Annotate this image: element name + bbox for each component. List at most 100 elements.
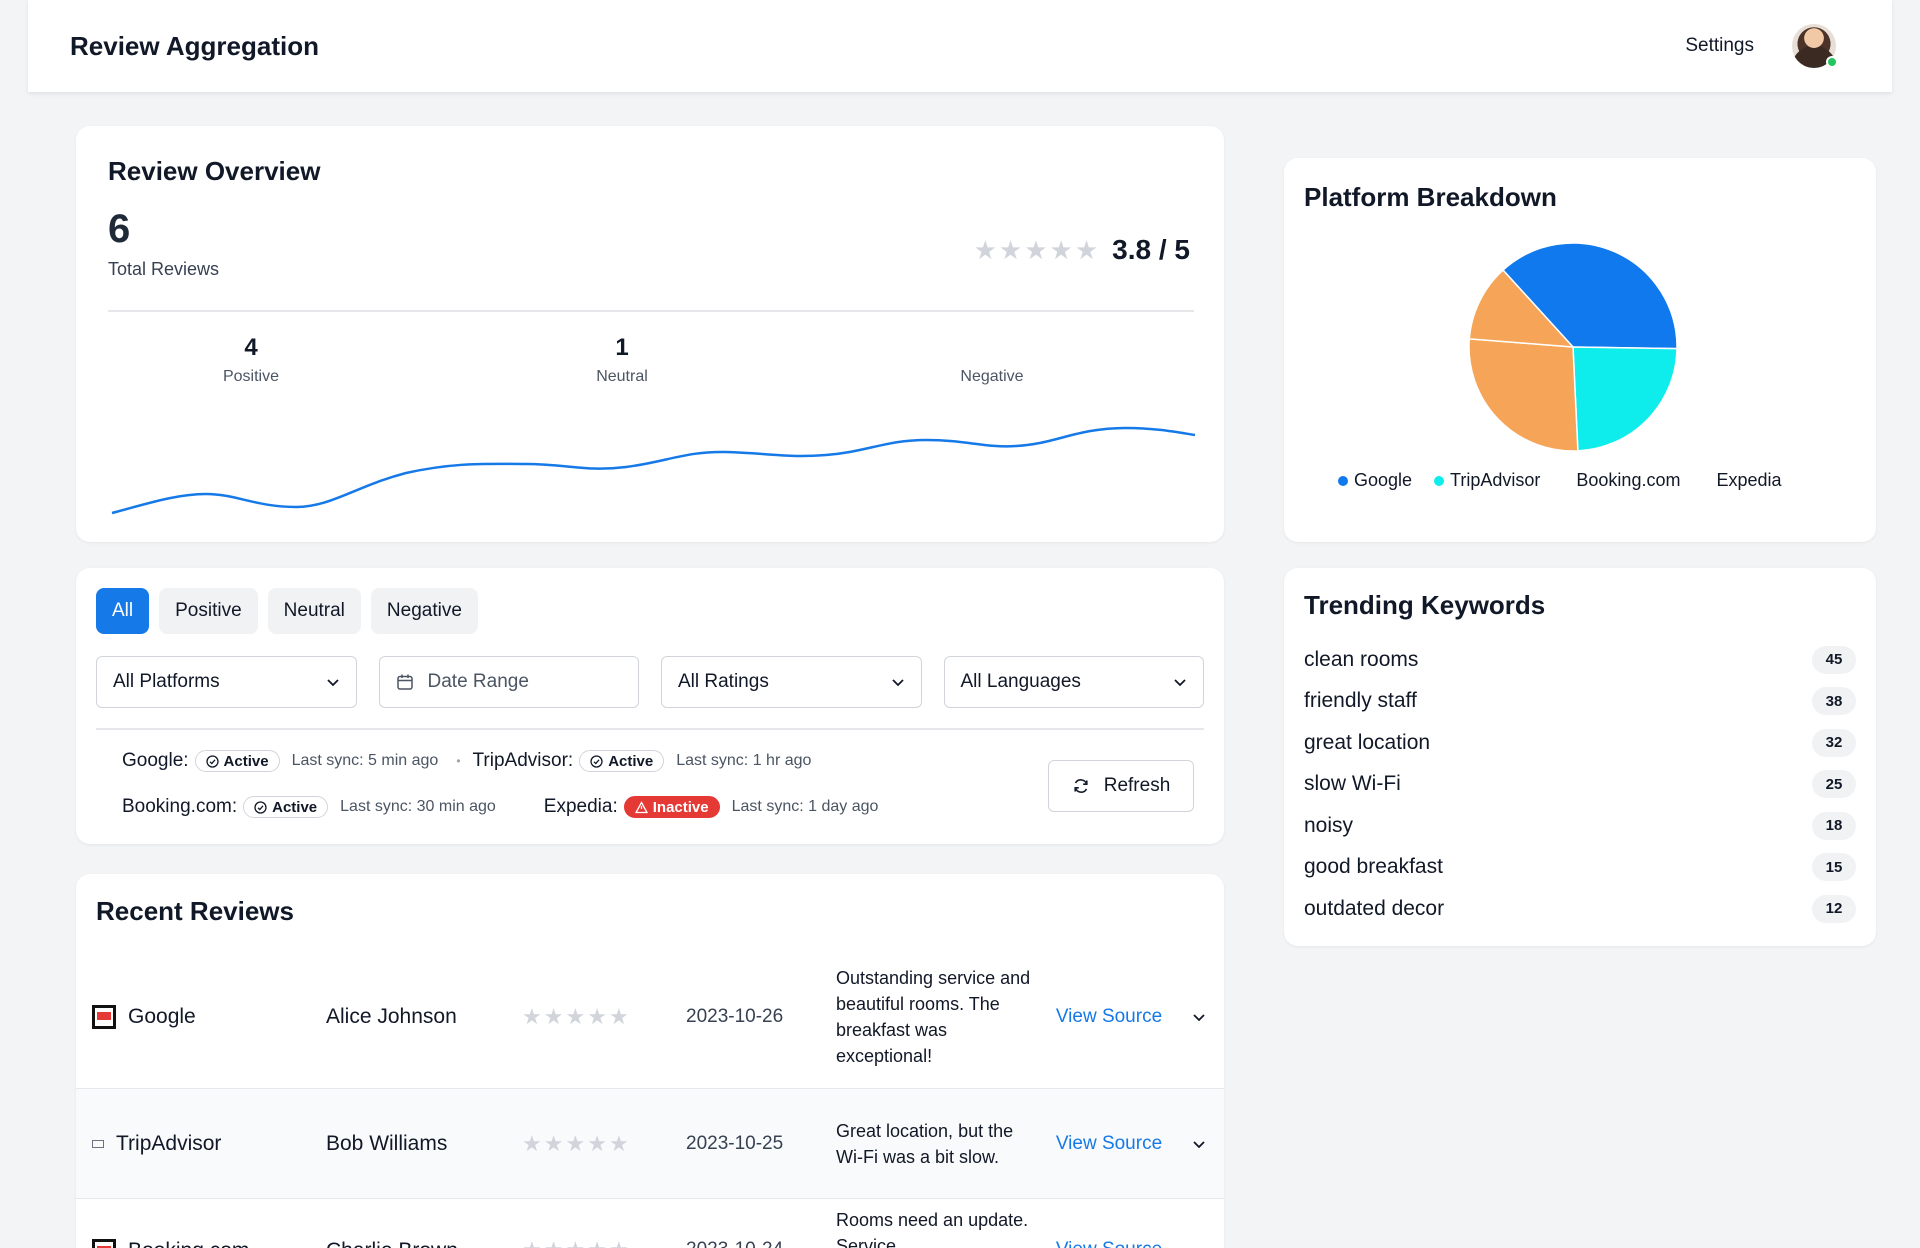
star-icon: ★ [608,1130,629,1156]
rating-select[interactable]: All Ratings [661,656,922,708]
platform-name: Google [128,1004,196,1028]
table-row[interactable]: TripAdvisor Bob Williams ★ ★ ★ ★ ★ 2023-10-2… [76,1089,1224,1199]
keyword-label: great location [1304,730,1431,754]
keyword-label: good breakfast [1304,855,1443,879]
total-reviews-value: 6 [108,207,131,251]
date-range-picker[interactable]: Date Range [378,656,639,708]
star-icon: ★ [1024,235,1048,265]
status-badge: Active [243,796,329,818]
star-icon: ★ [543,1130,564,1156]
platform-name: TripAdvisor [116,1131,222,1155]
platform-breakdown-title: Platform Breakdown [1304,182,1557,212]
pie-slice-tripadvisor[interactable] [1572,346,1678,452]
chevron-down-icon [1193,1013,1205,1021]
check-circle-icon [590,754,603,768]
table-row[interactable]: Booking.com Charlie Brown ★★★★★ 2023-10-… [76,1199,1224,1248]
total-reviews-label: Total Reviews [108,259,220,279]
positive-label: Positive [222,368,280,385]
warning-icon [634,800,648,813]
pie-slice-expedia[interactable] [1468,269,1575,348]
chip-positive[interactable]: Positive [159,588,258,634]
status-badge-label: Active [608,752,654,770]
status-badge: Active [579,750,665,772]
expand-row-button[interactable] [1184,1010,1214,1024]
view-source-link[interactable]: View Source [1055,1132,1163,1154]
chip-negative[interactable]: Negative [370,588,478,634]
trend-line [111,426,1196,515]
review-author: Charlie Brown [326,1199,522,1248]
language-select-value: All Languages [960,671,1081,692]
list-item[interactable]: great location 32 [1304,722,1856,764]
check-circle-icon [205,754,219,768]
legend-dot [1434,475,1445,486]
status-badge-label: Active [272,798,318,816]
legend-label: Google [1354,470,1413,490]
list-item[interactable]: noisy 18 [1304,805,1856,847]
sentiment-filter-chips: All Positive Neutral Negative [96,588,1204,634]
table-row[interactable]: Google Alice Johnson ★ ★ ★ ★ ★ 2023-10-26 Ou… [76,945,1224,1089]
list-item[interactable]: outdated decor 12 [1304,888,1856,930]
check-circle-icon [254,800,267,814]
legend-item-expedia: Expedia [1716,470,1781,491]
refresh-button[interactable]: Refresh [1048,760,1194,812]
pie-slice-google[interactable] [1501,242,1678,350]
review-author: Alice Johnson [326,1004,457,1028]
star-icon: ★ [1049,235,1073,265]
sync-time: Last sync: 1 hr ago [676,752,812,769]
star-icon: ★ [587,1130,607,1156]
keyword-label: friendly staff [1304,689,1417,713]
google-logo-icon [92,1004,116,1029]
language-select[interactable]: All Languages [943,656,1204,708]
rating-select-value: All Ratings [678,671,769,692]
settings-link[interactable]: Settings [1685,35,1754,56]
star-icon: ★ [587,1003,607,1029]
sync-platform-booking: Booking.com: [122,796,238,817]
keyword-label: noisy [1304,813,1354,837]
legend-label: Booking.com [1576,470,1681,490]
chip-neutral[interactable]: Neutral [267,588,361,634]
star-icon: ★ [565,1003,586,1029]
sentiment-positive: 4 Positive [171,334,331,386]
view-source-link[interactable]: View Source [1034,1199,1184,1248]
star-icon: ★ [608,1003,629,1029]
list-item[interactable]: friendly staff 38 [1304,681,1856,723]
platform-select[interactable]: All Platforms [96,656,357,708]
chevron-down-icon [1193,1140,1205,1148]
review-text: Rooms need an update. Service [836,1210,1029,1248]
star-icon: ★ [522,1003,542,1029]
review-stars: ★★★★★ [522,1003,686,1029]
legend-dot [1338,475,1348,486]
divider [96,728,1204,730]
chip-all[interactable]: All [96,588,150,634]
view-source-link[interactable]: View Source [1055,1005,1163,1027]
recent-reviews-title: Recent Reviews [96,896,294,926]
review-stars: ★★★★★ [522,1130,686,1156]
keyword-list: clean rooms 45 friendly staff 38 great loc… [1304,639,1856,930]
star-icon: ★ [522,1130,542,1156]
sync-time: Last sync: 30 min ago [340,798,496,815]
keyword-label: outdated decor [1304,896,1445,920]
platform-breakdown-card: Platform Breakdown Google TripAdvisor Bo… [1284,158,1876,542]
star-icon: ★ [544,1239,564,1248]
legend-item-google: Google [1338,470,1412,491]
filter-selects: All Platforms Date Range All Ratings All… [96,656,1204,708]
filters-card: All Positive Neutral Negative All Platfo… [76,568,1224,844]
keyword-count-badge: 25 [1812,770,1856,799]
sentiment-neutral: 1 Neutral [542,334,702,386]
star-icon: ★ [543,1003,564,1029]
trending-keywords-title: Trending Keywords [1304,590,1546,620]
review-date: 2023-10-26 [686,1005,784,1027]
neutral-count: 1 [615,334,629,361]
keyword-count-badge: 18 [1812,811,1856,840]
star-icon: ★ [587,1239,607,1248]
list-item[interactable]: clean rooms 45 [1304,639,1856,681]
list-item[interactable]: good breakfast 15 [1304,847,1856,889]
chevron-down-icon [1174,679,1186,687]
list-item[interactable]: slow Wi-Fi 25 [1304,764,1856,806]
expand-row-button[interactable] [1184,1137,1214,1151]
top-bar-actions: Settings [1685,24,1838,68]
user-avatar[interactable] [1792,24,1838,68]
review-platform: Booking.com [76,1199,326,1248]
refresh-icon [1074,779,1088,793]
pie-slice-bookingcom[interactable] [1468,338,1579,452]
